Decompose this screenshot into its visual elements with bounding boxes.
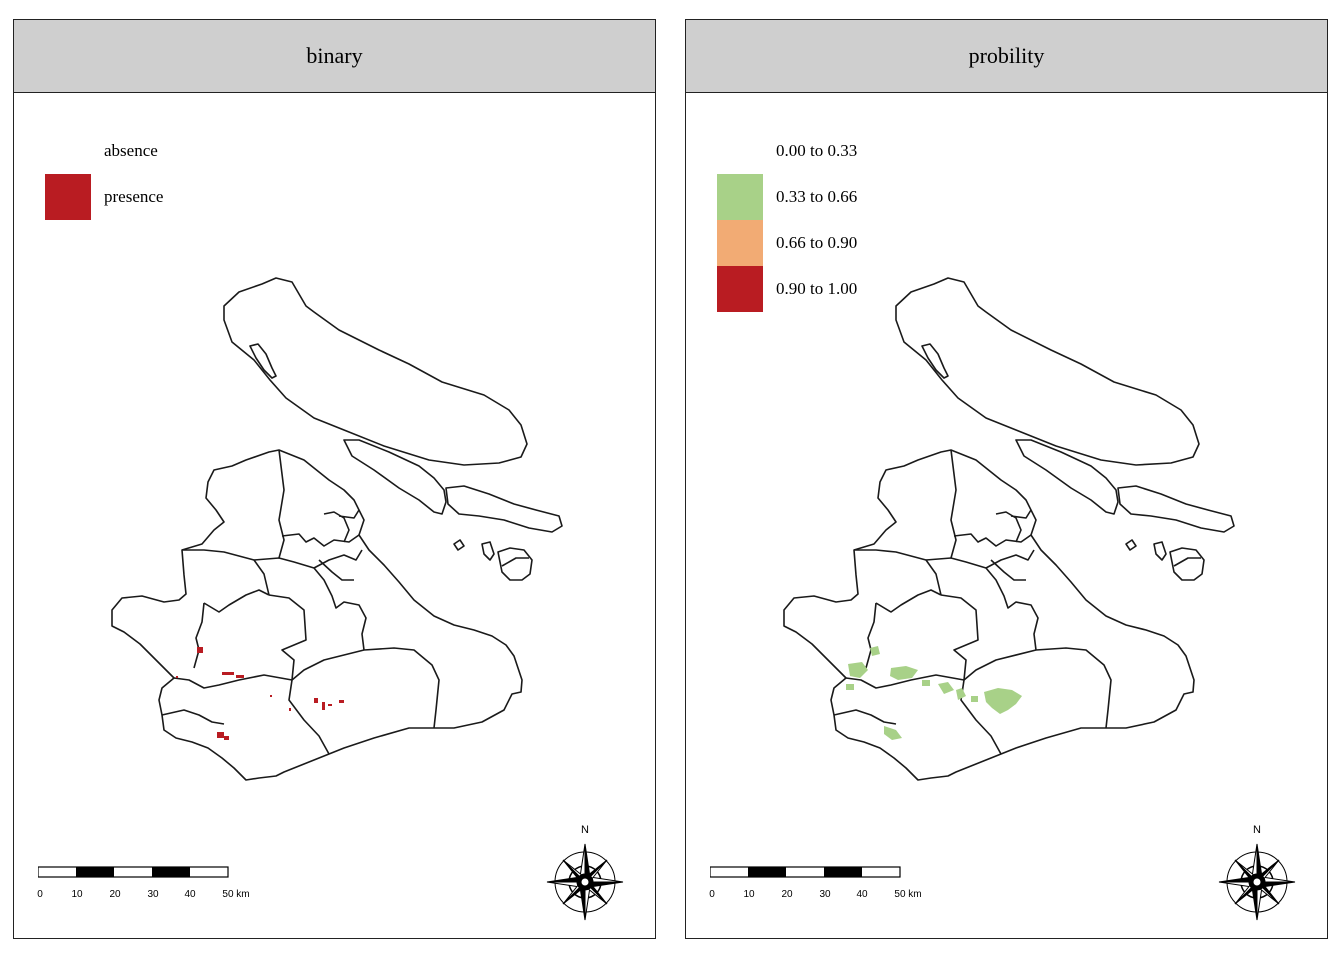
legend-label: 0.90 to 1.00: [776, 279, 858, 298]
legend-swatch: [45, 128, 91, 174]
habitat-patch: [224, 736, 229, 740]
panel-title: probility: [686, 20, 1327, 93]
legend-swatch: [717, 174, 763, 220]
habitat-patch: [314, 698, 318, 703]
habitat-patch: [197, 647, 203, 653]
habitat-patch: [848, 662, 868, 678]
habitat-patch: [222, 672, 234, 675]
habitat-patch: [328, 704, 332, 706]
habitat-patch: [339, 700, 344, 703]
north-arrow: N: [1217, 824, 1297, 924]
habitat-patch: [846, 684, 854, 690]
map-panel-probability: probility: [685, 19, 1328, 939]
legend-swatch: [717, 266, 763, 312]
legend-swatch: [717, 220, 763, 266]
scale-tick-label: 50 km: [222, 889, 250, 900]
scale-tick-label: 30: [147, 889, 159, 900]
legend-item: presence: [45, 174, 163, 220]
legend-item: absence: [45, 128, 163, 174]
map-canvas: [111, 277, 563, 781]
scale-tick-label: 40: [856, 889, 868, 900]
scale-tick-label: 30: [819, 889, 831, 900]
legend-label: 0.00 to 0.33: [776, 141, 858, 160]
scale-tick-label: 10: [743, 889, 755, 900]
scale-tick-label: 20: [109, 889, 121, 900]
map-panel-binary: binary: [13, 19, 656, 939]
legend-item: 0.33 to 0.66: [717, 174, 857, 220]
habitat-patch: [217, 732, 224, 738]
compass-rose-icon: [546, 843, 624, 921]
scale-tick-label: 0: [37, 889, 43, 900]
legend-label: presence: [104, 187, 164, 206]
habitat-patch: [971, 696, 978, 702]
legend-item: 0.66 to 0.90: [717, 220, 857, 266]
habitat-patch: [176, 676, 178, 678]
compass-rose-icon: [1218, 843, 1296, 921]
scale-tick-label: 20: [781, 889, 793, 900]
north-label: N: [1253, 824, 1261, 836]
legend-item: 0.00 to 0.33: [717, 128, 857, 174]
habitat-patch: [236, 675, 244, 678]
habitat-patch: [890, 666, 918, 680]
map-canvas: [783, 277, 1235, 781]
scale-bar: 0 10 20 30 40 50 km: [709, 865, 940, 905]
legend-label: absence: [104, 141, 158, 160]
scale-tick-label: 0: [709, 889, 715, 900]
habitat-patch: [322, 702, 325, 710]
habitat-patches: [176, 647, 344, 740]
habitat-patch: [870, 646, 880, 656]
habitat-patch: [938, 682, 954, 694]
scale-bar: 0 10 20 30 40 50 km: [37, 865, 268, 905]
north-label: N: [581, 824, 589, 836]
legend-item: 0.90 to 1.00: [717, 266, 857, 312]
habitat-patch: [270, 695, 272, 697]
panel-title: binary: [14, 20, 655, 93]
scale-tick-label: 10: [71, 889, 83, 900]
habitat-patch: [956, 688, 966, 700]
map-legend: 0.00 to 0.33 0.33 to 0.66 0.66 to 0.90 0…: [717, 128, 857, 312]
legend-label: 0.66 to 0.90: [776, 233, 858, 252]
district-boundaries: [111, 277, 563, 781]
legend-swatch: [45, 174, 91, 220]
habitat-patches: [846, 646, 1022, 740]
habitat-patch: [289, 708, 291, 711]
scale-tick-label: 50 km: [894, 889, 922, 900]
habitat-patch: [884, 726, 902, 740]
habitat-patch: [984, 688, 1022, 714]
north-arrow: N: [545, 824, 625, 924]
map-legend: absence presence: [45, 128, 163, 220]
legend-label: 0.33 to 0.66: [776, 187, 858, 206]
habitat-patch: [922, 680, 930, 686]
scale-tick-label: 40: [184, 889, 196, 900]
legend-swatch: [717, 128, 763, 174]
